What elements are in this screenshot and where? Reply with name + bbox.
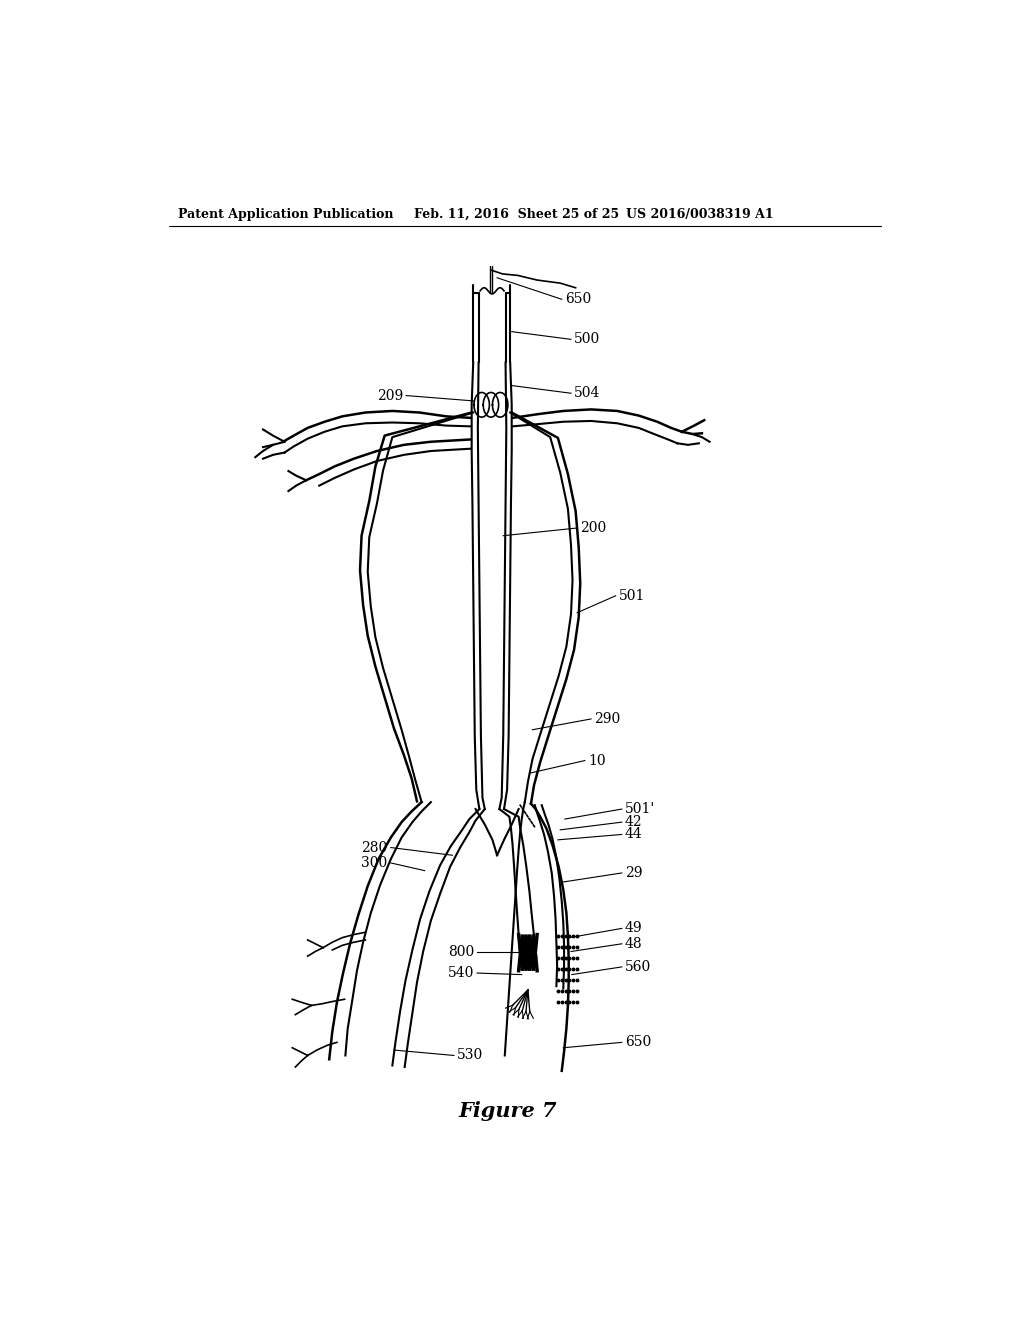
Text: 800: 800 xyxy=(447,945,474,958)
Text: 290: 290 xyxy=(594,711,621,726)
Text: 200: 200 xyxy=(581,521,606,535)
Text: Patent Application Publication: Patent Application Publication xyxy=(178,209,394,222)
Text: 29: 29 xyxy=(625,866,642,880)
Text: 48: 48 xyxy=(625,937,642,950)
Text: 560: 560 xyxy=(625,960,651,974)
Text: 44: 44 xyxy=(625,828,643,841)
Text: 501: 501 xyxy=(618,589,645,603)
Text: 530: 530 xyxy=(457,1048,483,1063)
Text: 209: 209 xyxy=(377,388,403,403)
Text: 49: 49 xyxy=(625,921,642,936)
Text: Figure 7: Figure 7 xyxy=(459,1101,557,1121)
Text: 300: 300 xyxy=(361,855,388,870)
Text: 42: 42 xyxy=(625,816,642,829)
Text: 540: 540 xyxy=(447,966,474,979)
Text: 10: 10 xyxy=(588,754,605,767)
Text: 280: 280 xyxy=(361,841,388,854)
Text: 504: 504 xyxy=(574,387,600,400)
Text: 501': 501' xyxy=(625,803,655,816)
Text: 500: 500 xyxy=(574,333,600,346)
Text: Feb. 11, 2016  Sheet 25 of 25: Feb. 11, 2016 Sheet 25 of 25 xyxy=(414,209,620,222)
Text: 650: 650 xyxy=(565,292,591,306)
Text: US 2016/0038319 A1: US 2016/0038319 A1 xyxy=(626,209,773,222)
Text: 650: 650 xyxy=(625,1035,651,1049)
